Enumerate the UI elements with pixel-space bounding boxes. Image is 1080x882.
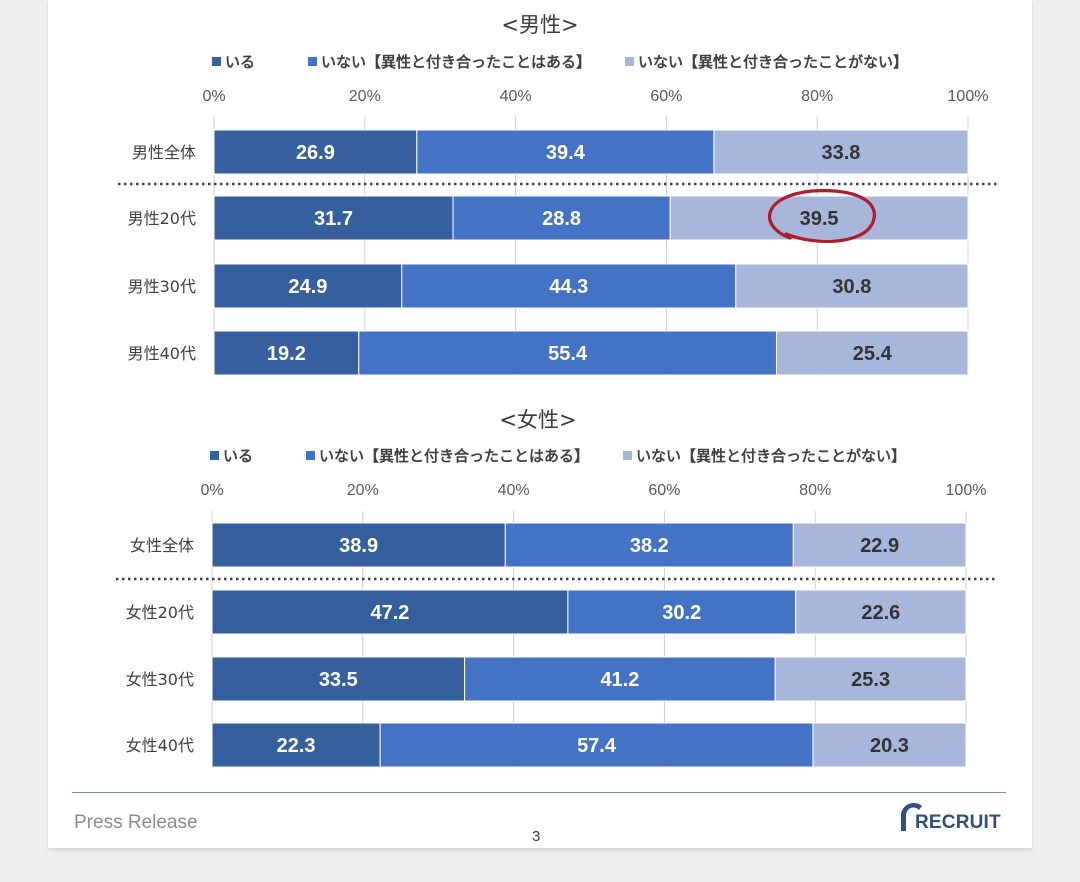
male-x-tick-label-0: 0%: [202, 88, 225, 105]
female-data-label-r1-s3: 22.9: [860, 535, 899, 557]
female-x-tick-label-0: 0%: [200, 482, 223, 499]
female-category-label-4: 女性40代: [126, 736, 194, 755]
male-x-tick-label-1: 20%: [349, 88, 381, 105]
male-legend-label-2: いない【異性と付き合ったことはある】: [321, 53, 591, 71]
female-bar-r3-s3: [774, 656, 967, 702]
male-bar-r4-s1: [213, 330, 360, 376]
male-legend-swatch-3: [625, 57, 634, 66]
male-bar-r3-s2: [401, 263, 737, 309]
female-chart-group: <女性> いる いない【異性と付き合ったことはある】 いない【異性と付き合ったことがな…: [116, 408, 996, 768]
male-data-label-r2-s1: 31.7: [314, 208, 353, 230]
female-legend-label-2: いない【異性と付き合ったことはある】: [319, 447, 589, 465]
female-data-label-r3-s1: 33.5: [319, 669, 358, 691]
male-chart-title: <男性>: [501, 13, 578, 37]
female-data-label-r3-s2: 41.2: [600, 669, 639, 691]
male-data-label-r1-s2: 39.4: [546, 142, 586, 164]
female-data-label-r4-s1: 22.3: [277, 735, 316, 757]
female-bar-r2-s1: [211, 589, 569, 635]
female-x-tick-label-2: 40%: [498, 482, 530, 499]
female-data-label-r1-s2: 38.2: [630, 535, 669, 557]
male-bar-r1-s3: [713, 129, 969, 175]
highlight-circle-annotation: [768, 189, 876, 243]
female-data-label-r1-s1: 38.9: [339, 535, 378, 557]
female-category-label-1: 女性全体: [130, 536, 194, 555]
male-data-label-r3-s1: 24.9: [288, 276, 327, 298]
male-data-label-r2-s2: 28.8: [542, 208, 581, 230]
recruit-logo-mark-icon: [901, 803, 922, 831]
female-data-label-r4-s3: 20.3: [870, 735, 909, 757]
male-data-label-r3-s3: 30.8: [832, 276, 871, 298]
female-data-label-r4-s2: 57.4: [577, 735, 617, 757]
female-bar-r3-s1: [211, 656, 466, 702]
female-bar-r2-s3: [795, 589, 967, 635]
female-bar-r1-s2: [504, 522, 794, 568]
press-release-label: Press Release: [74, 812, 198, 833]
female-bar-r4-s2: [379, 722, 814, 768]
male-data-label-r4-s3: 25.4: [853, 343, 893, 365]
female-bar-r1-s1: [211, 522, 506, 568]
female-legend-label-3: いない【異性と付き合ったことがない】: [636, 447, 906, 465]
female-legend-swatch-2: [306, 451, 315, 460]
female-bar-r4-s3: [812, 722, 967, 768]
male-category-label-2: 男性20代: [128, 209, 196, 228]
female-legend-label-1: いる: [223, 447, 253, 465]
male-legend-label-1: いる: [225, 53, 255, 71]
female-category-label-2: 女性20代: [126, 603, 194, 622]
male-data-label-r2-s3: 39.5: [800, 208, 839, 230]
male-x-tick-label-3: 60%: [650, 88, 682, 105]
female-data-label-r2-s1: 47.2: [370, 602, 409, 624]
male-legend-swatch-2: [308, 57, 317, 66]
female-data-label-r3-s3: 25.3: [851, 669, 890, 691]
male-data-label-r1-s3: 33.8: [821, 142, 860, 164]
male-x-tick-label-4: 80%: [801, 88, 833, 105]
female-bar-r1-s3: [792, 522, 967, 568]
female-data-label-r2-s2: 30.2: [662, 602, 701, 624]
footer-divider: [72, 792, 1006, 793]
male-data-label-r4-s2: 55.4: [548, 343, 588, 365]
female-x-tick-label-1: 20%: [347, 482, 379, 499]
male-legend-swatch-1: [212, 57, 221, 66]
page-number: 3: [532, 828, 541, 845]
female-bar-r2-s2: [567, 589, 797, 635]
female-category-label-3: 女性30代: [126, 670, 194, 689]
female-x-tick-label-4: 80%: [799, 482, 831, 499]
female-legend-swatch-3: [623, 451, 632, 460]
male-bar-r3-s3: [735, 263, 969, 309]
male-legend-label-3: いない【異性と付き合ったことがない】: [638, 53, 908, 71]
male-bar-r2-s1: [213, 195, 454, 241]
male-chart-group: <男性> いる いない【異性と付き合ったことはある】 いない【異性と付き合ったことがな…: [118, 13, 998, 376]
female-legend-swatch-1: [210, 451, 219, 460]
male-category-label-4: 男性40代: [128, 344, 196, 363]
female-chart-title: <女性>: [499, 408, 576, 432]
male-bar-r3-s1: [213, 263, 403, 309]
male-x-tick-label-5: 100%: [948, 88, 989, 105]
male-data-label-r3-s2: 44.3: [549, 276, 588, 298]
female-data-label-r2-s3: 22.6: [861, 602, 900, 624]
recruit-logo-text: RECRUIT: [915, 812, 1001, 833]
female-x-tick-label-5: 100%: [946, 482, 987, 499]
male-bar-r2-s3: [669, 195, 969, 241]
male-data-label-r4-s1: 19.2: [267, 343, 306, 365]
recruit-logo: RECRUIT: [896, 800, 1010, 834]
male-category-label-1: 男性全体: [132, 143, 196, 162]
male-x-tick-label-2: 40%: [500, 88, 532, 105]
male-data-label-r1-s1: 26.9: [296, 142, 335, 164]
male-bar-r4-s2: [358, 330, 777, 376]
male-category-label-3: 男性30代: [128, 277, 196, 296]
female-x-tick-label-3: 60%: [648, 482, 680, 499]
male-bar-r4-s3: [775, 330, 969, 376]
male-bar-r1-s1: [213, 129, 418, 175]
